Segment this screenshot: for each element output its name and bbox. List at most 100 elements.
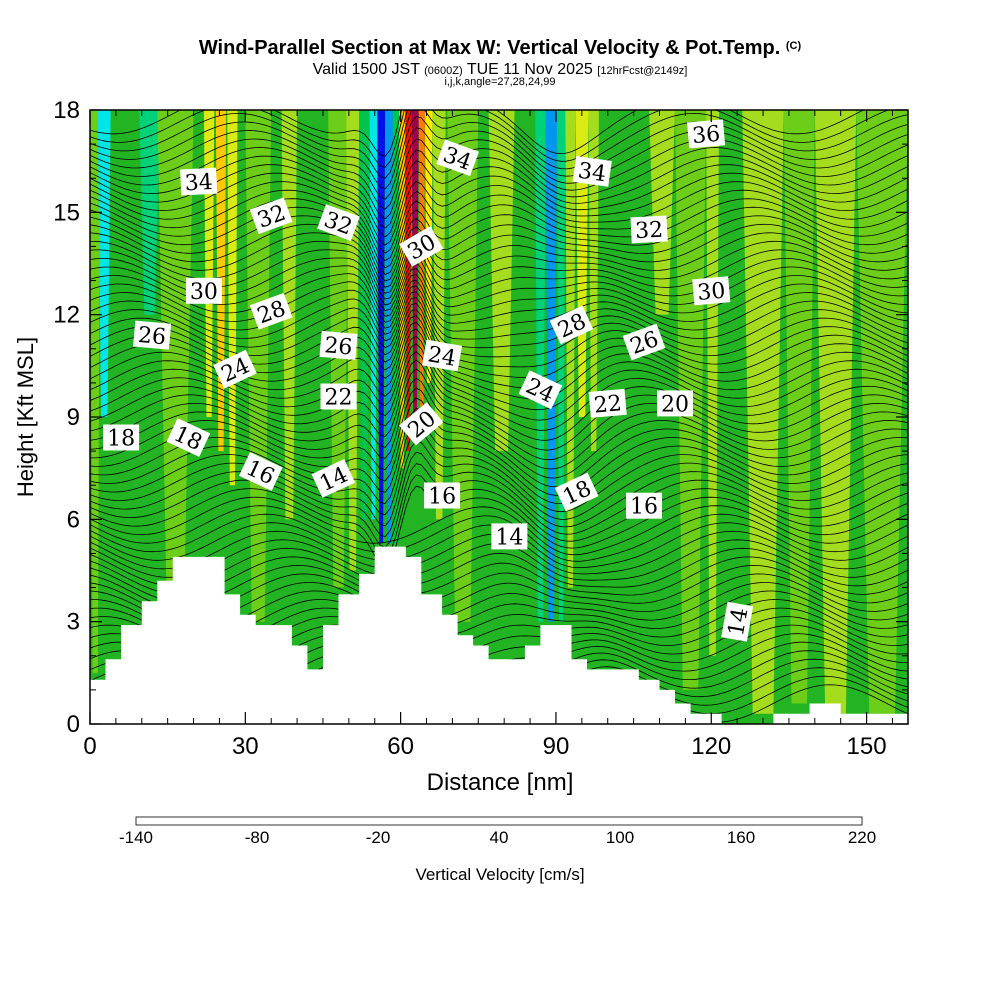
theta-label: 14 bbox=[491, 523, 528, 550]
isentrope-line bbox=[90, 170, 908, 246]
theta-label-box bbox=[399, 402, 444, 446]
x-tick-label: 0 bbox=[83, 733, 96, 760]
isentrope-line bbox=[90, 248, 908, 306]
theta-label: 30 bbox=[185, 277, 222, 305]
terrain-mask bbox=[90, 546, 908, 724]
isentrope-line bbox=[90, 368, 908, 461]
isentrope-line bbox=[90, 418, 908, 505]
velocity-band bbox=[377, 110, 386, 544]
theta-label-text: 16 bbox=[428, 485, 456, 510]
isentrope-line bbox=[90, 387, 908, 479]
theta-label-box bbox=[317, 204, 360, 241]
theta-label: 34 bbox=[180, 167, 218, 196]
isentrope-line bbox=[90, 377, 908, 470]
theta-label-text: 18 bbox=[107, 427, 135, 452]
terrain-shape bbox=[90, 546, 908, 724]
theta-label-box bbox=[213, 349, 257, 389]
colorbar-frame bbox=[135, 816, 863, 826]
theta-label: 26 bbox=[133, 320, 172, 350]
y-axis-label: Height [Kft MSL] bbox=[13, 337, 38, 497]
colorbar-tick-label: -20 bbox=[366, 828, 391, 847]
isentrope-line bbox=[90, 206, 908, 275]
isentrope-line bbox=[90, 110, 890, 168]
isentrope-line bbox=[90, 513, 908, 562]
theta-label: 14 bbox=[721, 601, 753, 642]
isentrope-line bbox=[90, 547, 908, 588]
y-tick-label: 18 bbox=[53, 97, 80, 124]
x-tick-label: 30 bbox=[232, 733, 259, 760]
theta-label-box bbox=[630, 215, 668, 244]
theta-label-box bbox=[238, 452, 283, 491]
theta-label-box bbox=[185, 277, 222, 304]
isentrope-line bbox=[90, 407, 908, 496]
isentrope-line bbox=[90, 240, 908, 300]
theta-label-box bbox=[549, 305, 594, 345]
isentrope-line bbox=[90, 110, 865, 157]
theta-label-box bbox=[436, 139, 479, 177]
theta-label-box bbox=[133, 320, 172, 350]
y-tick-label: 3 bbox=[67, 609, 80, 636]
theta-label-text: 36 bbox=[691, 122, 721, 149]
isentrope-line bbox=[90, 429, 908, 516]
theta-label: 30 bbox=[692, 276, 731, 306]
theta-label-text: 14 bbox=[724, 606, 753, 638]
theta-label-box bbox=[320, 383, 357, 410]
theta-label: 34 bbox=[572, 156, 612, 187]
theta-label-box bbox=[657, 390, 693, 417]
velocity-band bbox=[742, 110, 784, 714]
velocity-band bbox=[575, 110, 589, 417]
y-tick-label: 6 bbox=[67, 506, 80, 533]
isentrope-line bbox=[90, 255, 908, 312]
valid-time-line: Valid 1500 JST (0600Z) TUE 11 Nov 2025 [… bbox=[0, 61, 1000, 79]
isentrope-line bbox=[90, 296, 908, 358]
theta-label-box bbox=[491, 523, 528, 550]
theta-label-text: 22 bbox=[325, 386, 353, 411]
velocity-band bbox=[227, 110, 238, 486]
theta-label: 24 bbox=[422, 339, 463, 372]
isentrope-line bbox=[90, 127, 908, 210]
theta-label: 22 bbox=[588, 388, 627, 419]
theta-label: 18 bbox=[103, 424, 140, 452]
colorbar-tick-label: -140 bbox=[119, 828, 153, 847]
isentrope-line bbox=[90, 160, 908, 238]
theta-label-text: 24 bbox=[426, 342, 458, 371]
theta-label-box bbox=[588, 388, 627, 418]
theta-label-box bbox=[622, 323, 666, 361]
isentrope-line bbox=[90, 138, 908, 220]
isentrope-line bbox=[90, 273, 908, 329]
theta-label: 32 bbox=[630, 215, 668, 244]
x-tick-label: 150 bbox=[847, 733, 887, 760]
valid-date: TUE 11 Nov 2025 bbox=[466, 61, 593, 78]
theta-label-box bbox=[180, 167, 218, 196]
theta-label-text: 16 bbox=[630, 495, 658, 520]
isentrope-line bbox=[90, 198, 908, 269]
theta-label-box bbox=[626, 492, 662, 519]
isentrope-line bbox=[90, 291, 908, 349]
isentrope-line bbox=[90, 556, 908, 596]
x-tick-label: 90 bbox=[543, 733, 570, 760]
theta-label-box bbox=[249, 197, 293, 235]
velocity-band bbox=[588, 110, 599, 452]
theta-label: 20 bbox=[657, 390, 693, 417]
isentrope-line bbox=[90, 351, 908, 441]
isentrope-line bbox=[90, 279, 908, 335]
velocity-band bbox=[359, 110, 370, 520]
isentrope-line bbox=[90, 215, 908, 282]
isentrope-lines bbox=[90, 110, 908, 724]
isentrope-line bbox=[90, 397, 908, 488]
isentrope-line bbox=[90, 261, 908, 317]
isentrope-line bbox=[90, 564, 908, 604]
isentrope-line bbox=[90, 463, 908, 548]
theta-label-text: 14 bbox=[495, 525, 523, 550]
theta-label-text: 30 bbox=[190, 280, 218, 305]
velocity-band bbox=[245, 110, 272, 622]
colorbar-tick-label: -80 bbox=[245, 828, 270, 847]
valid-prefix: Valid 1500 JST bbox=[312, 61, 420, 78]
chart-title: Wind-Parallel Section at Max W: Vertical… bbox=[0, 37, 1000, 60]
isentrope-line bbox=[90, 232, 908, 294]
velocity-band bbox=[90, 110, 101, 673]
y-tick-label: 15 bbox=[53, 199, 80, 226]
